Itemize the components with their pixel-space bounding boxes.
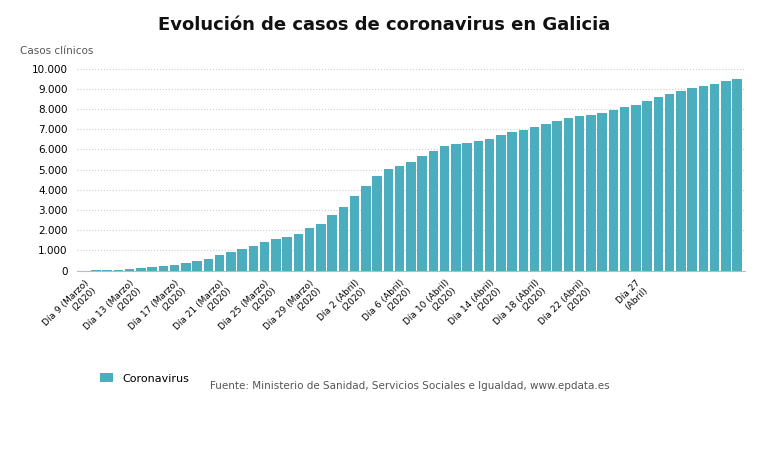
Bar — [417, 156, 427, 271]
Bar — [350, 196, 359, 271]
Bar — [159, 266, 168, 271]
Bar — [676, 91, 686, 271]
Text: Evolución de casos de coronavirus en Galicia: Evolución de casos de coronavirus en Gal… — [158, 16, 610, 34]
Bar — [361, 186, 371, 271]
Bar — [665, 94, 674, 271]
Bar — [462, 143, 472, 271]
Bar — [485, 139, 495, 271]
Bar — [552, 121, 562, 271]
Bar — [114, 270, 123, 271]
Bar — [451, 144, 461, 271]
Bar — [654, 97, 663, 271]
Bar — [721, 81, 730, 271]
Bar — [305, 228, 314, 271]
Bar — [496, 135, 505, 271]
Bar — [530, 127, 539, 271]
Bar — [170, 265, 180, 271]
Bar — [429, 151, 439, 271]
Bar — [327, 215, 337, 271]
Bar — [508, 133, 517, 271]
Bar — [316, 224, 326, 271]
Bar — [192, 261, 202, 271]
Bar — [136, 268, 146, 271]
Legend: Coronavirus: Coronavirus — [96, 368, 194, 388]
Bar — [260, 242, 270, 271]
Bar — [474, 141, 483, 271]
Bar — [249, 246, 258, 271]
Bar — [440, 147, 449, 271]
Text: Fuente: Ministerio de Sanidad, Servicios Sociales e Igualdad, www.epdata.es: Fuente: Ministerio de Sanidad, Servicios… — [210, 381, 610, 391]
Bar — [733, 79, 742, 271]
Text: Casos clínicos: Casos clínicos — [20, 46, 94, 56]
Bar — [283, 237, 292, 271]
Bar — [642, 101, 652, 271]
Bar — [598, 113, 607, 271]
Bar — [237, 249, 247, 271]
Bar — [339, 207, 348, 271]
Bar — [518, 130, 528, 271]
Bar — [541, 124, 551, 271]
Bar — [631, 105, 641, 271]
Bar — [383, 169, 393, 271]
Bar — [564, 118, 573, 271]
Bar — [687, 88, 697, 271]
Bar — [226, 252, 236, 271]
Bar — [710, 84, 720, 271]
Bar — [293, 234, 303, 271]
Bar — [181, 263, 190, 271]
Bar — [608, 110, 618, 271]
Bar — [620, 107, 630, 271]
Bar — [215, 255, 224, 271]
Bar — [586, 115, 596, 271]
Bar — [395, 166, 405, 271]
Bar — [574, 116, 584, 271]
Bar — [406, 161, 415, 271]
Bar — [125, 269, 134, 271]
Bar — [271, 239, 280, 271]
Bar — [372, 176, 382, 271]
Bar — [147, 267, 157, 271]
Bar — [204, 258, 214, 271]
Bar — [699, 86, 708, 271]
